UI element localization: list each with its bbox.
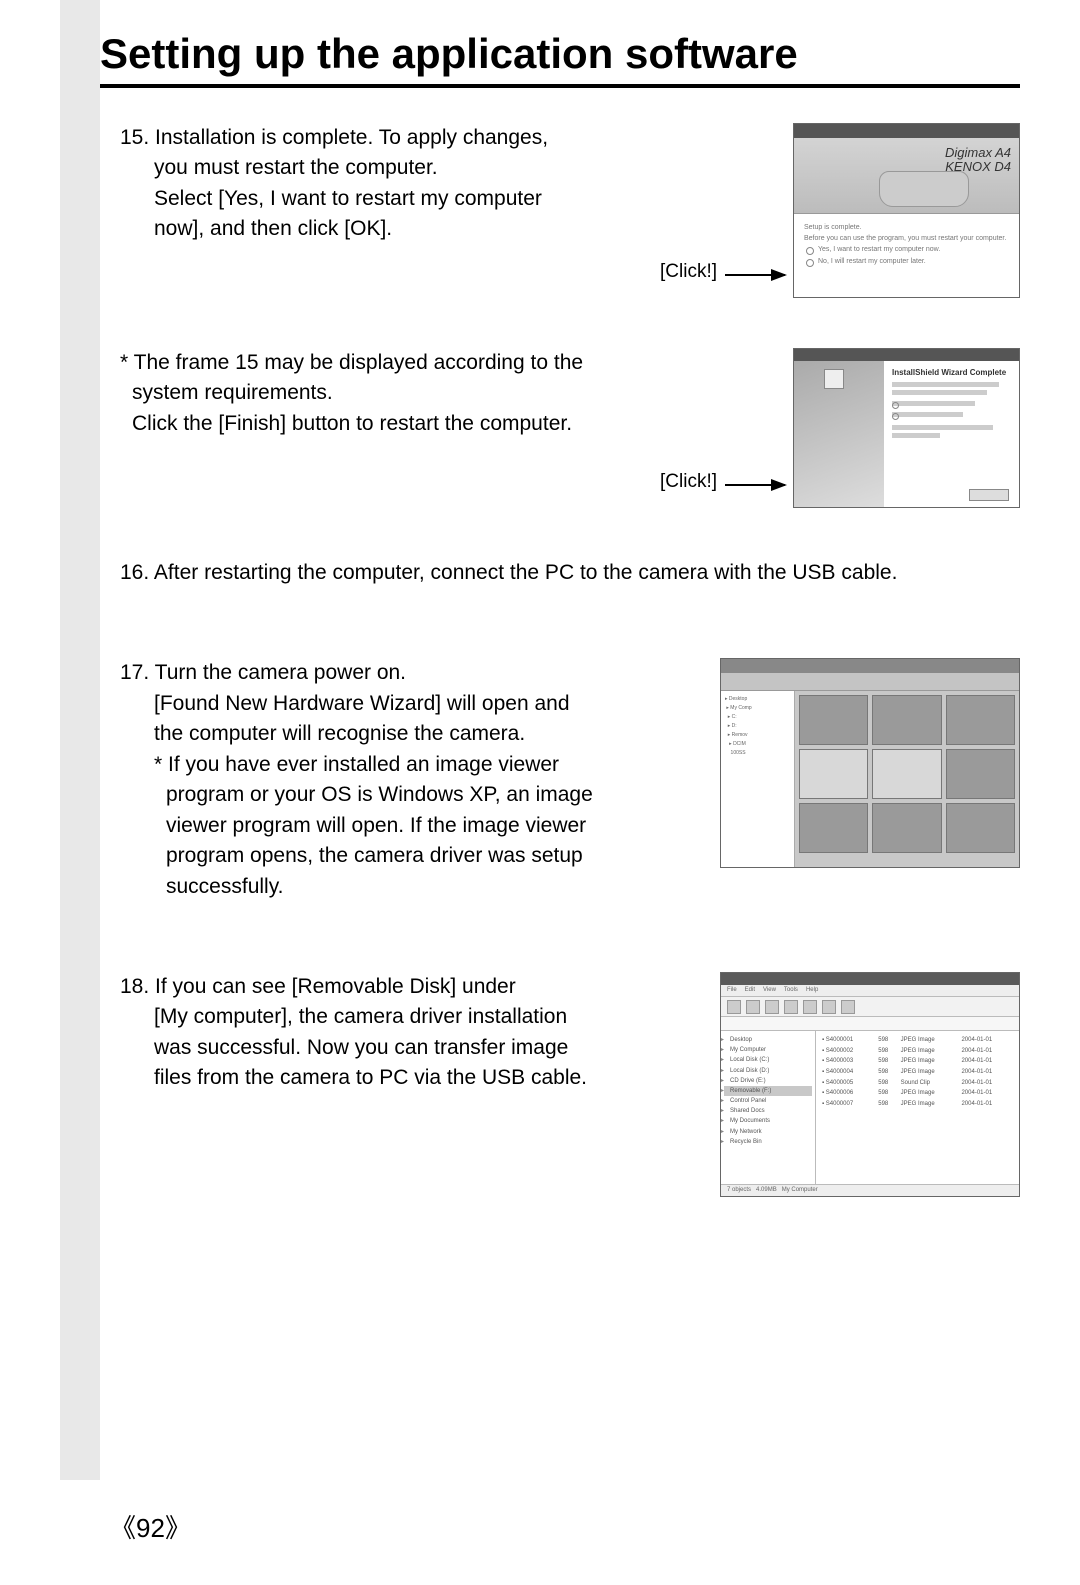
arrow-icon <box>725 484 785 486</box>
step-16-row: 16. After restarting the computer, conne… <box>120 558 1020 588</box>
manual-page: Setting up the application software 15. … <box>0 0 1080 1585</box>
step-16-text: 16. After restarting the computer, conne… <box>120 558 1020 588</box>
step-15-line1: Installation is complete. To apply chang… <box>155 126 548 149</box>
step-15-line2: you must restart the computer. <box>120 153 640 183</box>
thumbnail-grid <box>795 691 1019 867</box>
figure-15b: [Click!] InstallShield Wizard Complete <box>660 348 1020 508</box>
file-list: ▪ S4000001598JPEG Image2004-01-01 ▪ S400… <box>816 1031 1019 1184</box>
note-line2: system requirements. <box>120 378 640 408</box>
s18-l1: If you can see [Removable Disk] under <box>155 975 516 998</box>
s17-n3: viewer program will open. If the image v… <box>120 811 640 841</box>
step-17-text: 17. Turn the camera power on. [Found New… <box>120 658 660 902</box>
left-margin-strip <box>60 0 100 1480</box>
step-16-number: 16. <box>120 561 149 584</box>
s17-l1: Turn the camera power on. <box>155 661 406 684</box>
step-18-row: 18. If you can see [Removable Disk] unde… <box>120 972 1020 1197</box>
page-number: 《92》 <box>110 1508 191 1545</box>
wizard-screenshot: InstallShield Wizard Complete <box>793 348 1020 508</box>
viewer-screenshot: ▸ Desktop ▸ My Comp ▸ C: ▸ D: ▸ Remov ▸ … <box>720 658 1020 868</box>
installer-screenshot: Digimax A4 KENOX D4 Setup is complete. B… <box>793 123 1020 298</box>
step-15-line3: Select [Yes, I want to restart my comput… <box>120 184 640 214</box>
note-line3: Click the [Finish] button to restart the… <box>120 409 640 439</box>
step-17-row: 17. Turn the camera power on. [Found New… <box>120 658 1020 902</box>
explorer-screenshot: FileEditViewToolsHelp Desktop My Compute… <box>720 972 1020 1197</box>
figure-15: [Click!] Digimax A4 KENOX D4 Setup is co… <box>660 123 1020 298</box>
step-15-note-row: * The frame 15 may be displayed accordin… <box>120 348 1020 508</box>
s17-n1: * If you have ever installed an image vi… <box>120 750 640 780</box>
figure-18: FileEditViewToolsHelp Desktop My Compute… <box>660 972 1020 1197</box>
step-16-line: After restarting the computer, connect t… <box>154 561 898 584</box>
s17-n4: program opens, the camera driver was set… <box>120 841 640 871</box>
camera-icon <box>879 171 969 207</box>
s17-n2: program or your OS is Windows XP, an ima… <box>120 780 640 810</box>
step-18-number: 18. <box>120 975 149 998</box>
step-18-text: 18. If you can see [Removable Disk] unde… <box>120 972 660 1094</box>
step-15-note-text: * The frame 15 may be displayed accordin… <box>120 348 660 439</box>
content-area: 15. Installation is complete. To apply c… <box>120 123 1020 1197</box>
step-15-row: 15. Installation is complete. To apply c… <box>120 123 1020 298</box>
note-line1: * The frame 15 may be displayed accordin… <box>120 348 640 378</box>
s18-l2: [My computer], the camera driver install… <box>120 1002 640 1032</box>
s17-l3: the computer will recognise the camera. <box>120 719 640 749</box>
click-label-1: [Click!] <box>660 258 717 286</box>
step-15-text: 15. Installation is complete. To apply c… <box>120 123 660 245</box>
figure-17: ▸ Desktop ▸ My Comp ▸ C: ▸ D: ▸ Remov ▸ … <box>660 658 1020 868</box>
s17-l2: [Found New Hardware Wizard] will open an… <box>120 689 640 719</box>
step-15-line4: now], and then click [OK]. <box>120 214 640 244</box>
folder-tree: ▸ Desktop ▸ My Comp ▸ C: ▸ D: ▸ Remov ▸ … <box>721 691 795 867</box>
step-17-number: 17. <box>120 661 149 684</box>
step-15-number: 15. <box>120 126 149 149</box>
title-bar: Setting up the application software <box>100 30 1020 88</box>
explorer-tree: Desktop My Computer Local Disk (C:) Loca… <box>721 1031 816 1184</box>
page-title: Setting up the application software <box>100 30 1020 88</box>
arrow-icon <box>725 274 785 276</box>
wizard-icon <box>824 369 844 389</box>
s17-n5: successfully. <box>120 872 640 902</box>
s18-l4: files from the camera to PC via the USB … <box>120 1063 640 1093</box>
s18-l3: was successful. Now you can transfer ima… <box>120 1033 640 1063</box>
click-label-2: [Click!] <box>660 468 717 496</box>
finish-button-mock <box>969 489 1009 501</box>
